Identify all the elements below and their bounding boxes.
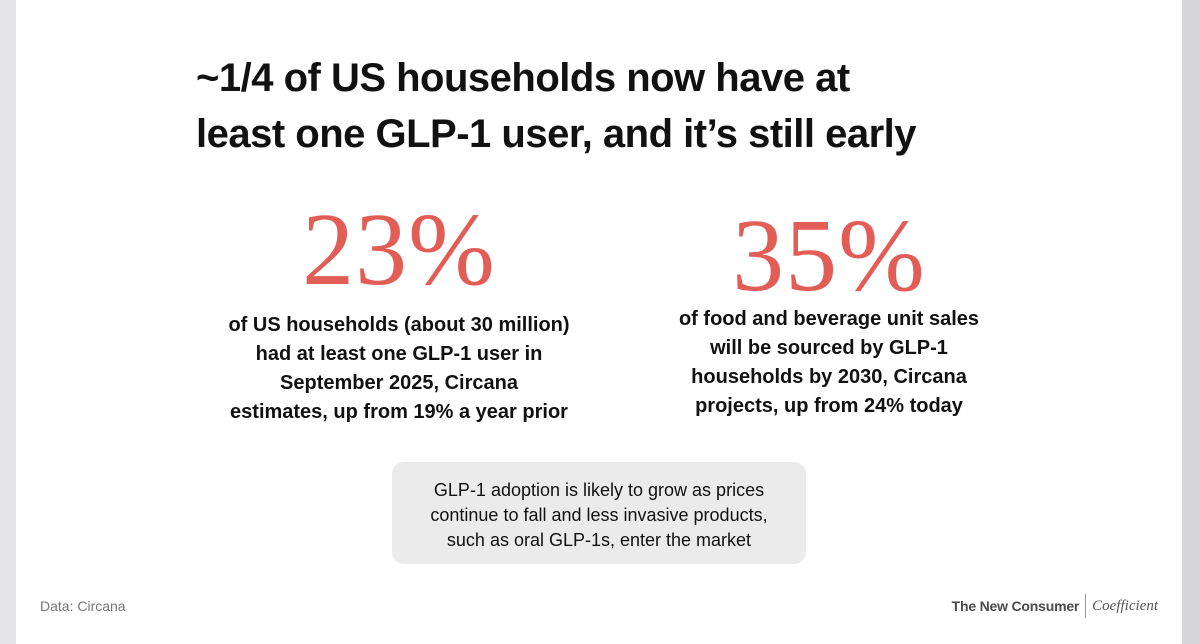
stat-description-line: estimates, up from 19% a year prior [230, 401, 568, 423]
stat-description-households: of US households (about 30 million) had … [204, 311, 594, 427]
stat-description-line: September 2025, Circana [280, 372, 518, 394]
brand-logo-coefficient: Coefficient [1092, 597, 1158, 614]
stat-description-unit-sales: of food and beverage unit sales will be … [634, 305, 1024, 421]
title-line-1: ~1/4 of US households now have at [196, 56, 850, 100]
slide-title: ~1/4 of US households now have at least … [196, 50, 1016, 162]
callout-box: GLP-1 adoption is likely to grow as pric… [392, 462, 806, 564]
callout-line: GLP-1 adoption is likely to grow as pric… [433, 480, 765, 500]
stat-description-line: projects, up from 24% today [695, 395, 963, 417]
stat-unit-sales: 35% of food and beverage unit sales will… [634, 195, 1024, 421]
callout-line: such as oral GLP-1s, enter the market [446, 530, 752, 550]
window-edge [1182, 0, 1200, 644]
brand-footer: The New Consumer Coefficient [952, 594, 1158, 618]
brand-divider [1085, 594, 1087, 618]
stat-description-line: will be sourced by GLP-1 [710, 337, 948, 359]
stat-value-unit-sales: 35% [732, 198, 926, 313]
stat-description-line: of food and beverage unit sales [678, 308, 980, 330]
stat-description-line: had at least one GLP-1 user in [255, 343, 543, 365]
brand-logo-the-new-consumer: The New Consumer [951, 598, 1080, 614]
title-line-2: least one GLP-1 user, and it’s still ear… [196, 112, 917, 156]
slide: ~1/4 of US households now have at least … [16, 0, 1182, 644]
data-source: Data: Circana [40, 598, 126, 614]
stat-value-households: 23% [302, 192, 496, 307]
callout-line: continue to fall and less invasive produ… [430, 505, 768, 525]
stat-description-line: households by 2030, Circana [691, 366, 967, 388]
stat-households: 23% of US households (about 30 million) … [204, 195, 594, 427]
stat-description-line: of US households (about 30 million) [228, 314, 570, 336]
